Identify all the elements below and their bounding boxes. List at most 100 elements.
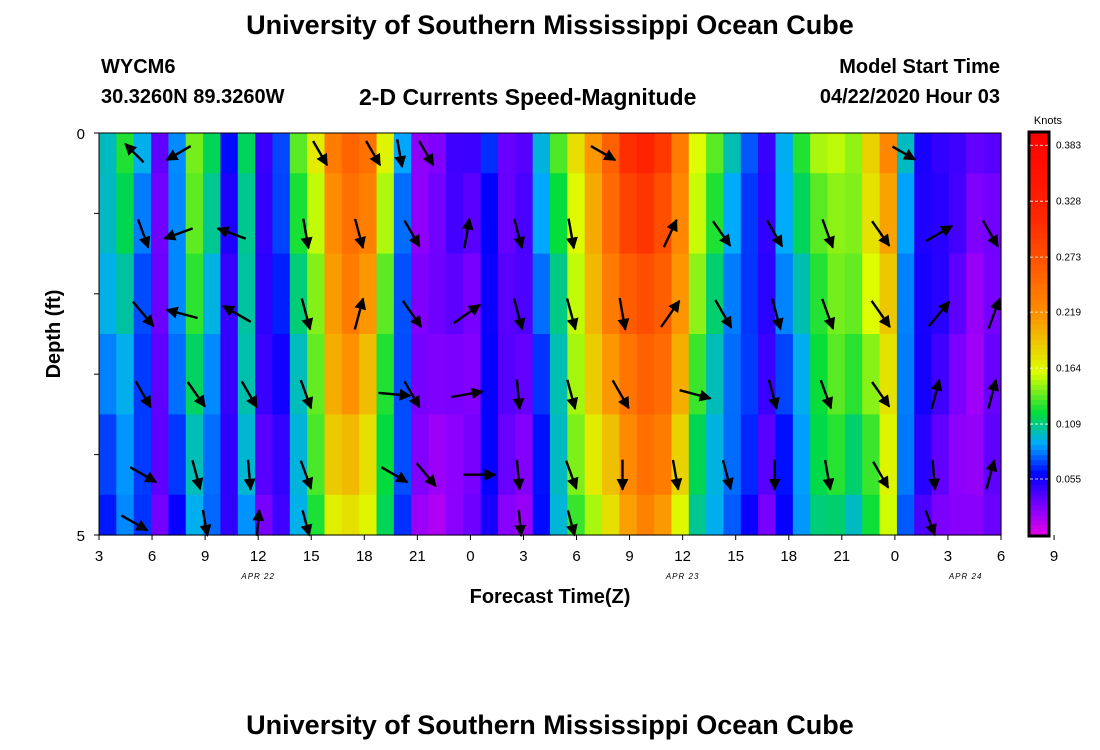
heatmap-cell <box>116 494 135 536</box>
heatmap-cell <box>758 494 777 536</box>
heatmap-cell <box>203 253 222 335</box>
current-vector <box>165 306 198 320</box>
colorbar-segment <box>1030 399 1048 405</box>
heatmap-cell <box>792 334 811 415</box>
heatmap-cell <box>758 173 777 255</box>
heatmap-cell <box>792 173 811 255</box>
current-vector <box>378 388 412 401</box>
heatmap-cell <box>983 133 1002 174</box>
heatmap-cell <box>550 494 568 536</box>
colorbar-segment <box>1030 404 1048 410</box>
current-vector <box>767 379 780 410</box>
current-vector <box>981 219 999 248</box>
heatmap-cell <box>272 173 291 255</box>
heatmap-cell <box>515 253 534 335</box>
colorbar-tick-label: 0.219 <box>1056 308 1081 319</box>
heatmap-cell <box>116 173 135 255</box>
heatmap-cell <box>532 173 551 255</box>
heatmap-cell <box>411 334 430 415</box>
heatmap-cell <box>393 133 412 174</box>
heatmap-cell <box>532 494 551 536</box>
heatmap-cell <box>411 494 430 536</box>
current-vector <box>821 298 836 331</box>
heatmap-cell <box>671 133 690 174</box>
heatmap-cell <box>359 494 378 536</box>
colorbar-segment <box>1030 153 1048 159</box>
heatmap-cell <box>376 173 395 255</box>
colorbar-segment <box>1030 499 1048 506</box>
heatmap-cell <box>602 334 620 415</box>
colorbar-tick-label: 0.273 <box>1056 253 1081 264</box>
current-vector <box>928 459 941 491</box>
heatmap-cell <box>879 133 898 174</box>
heatmap-cell <box>966 133 985 174</box>
heatmap-cell <box>151 253 169 335</box>
heatmap-cell <box>862 494 881 536</box>
heatmap-cell <box>775 494 794 536</box>
current-vector <box>891 145 917 161</box>
x-tick-label: 12 <box>250 548 267 565</box>
heatmap-cell <box>983 253 1002 335</box>
heatmap-cell <box>584 414 603 496</box>
heatmap-cell <box>948 253 967 335</box>
heatmap-cell <box>740 414 759 496</box>
heatmap-cell <box>602 414 620 496</box>
heatmap-cell <box>948 133 967 174</box>
current-vector <box>136 218 151 249</box>
colorbar-segment <box>1030 168 1048 174</box>
current-vector <box>566 379 579 410</box>
heatmap-cell <box>584 173 603 255</box>
current-vector <box>987 378 1000 410</box>
current-vector <box>222 304 252 323</box>
colorbar-segment <box>1030 514 1048 521</box>
current-vector <box>679 389 712 402</box>
heatmap-cell <box>341 133 360 174</box>
current-vector <box>365 140 382 167</box>
heatmap-cell <box>827 253 846 335</box>
heatmap-cell <box>307 133 326 174</box>
heatmap-cell <box>706 133 725 174</box>
heatmap-cell <box>723 253 742 335</box>
current-vector <box>403 380 421 409</box>
heatmap-cell <box>151 334 169 415</box>
colorbar-segment <box>1030 303 1048 310</box>
heatmap-cell <box>914 334 933 415</box>
heatmap-cell <box>775 334 794 415</box>
x-tick-label: 6 <box>148 548 156 565</box>
heatmap-cell <box>671 494 690 536</box>
heatmap-cell <box>203 414 222 496</box>
heatmap-cell <box>220 133 239 174</box>
heatmap-cell <box>983 173 1002 255</box>
current-vector <box>512 298 526 331</box>
heatmap-cell <box>324 334 343 415</box>
colorbar-segment <box>1030 268 1048 275</box>
heatmap-cell <box>463 253 482 335</box>
colorbar-segment <box>1030 233 1048 240</box>
current-vector <box>771 298 784 331</box>
heatmap-cell <box>758 253 777 335</box>
colorbar-segment <box>1030 479 1048 486</box>
heatmap-cell <box>879 253 898 335</box>
chart-title: University of Southern Mississippi Ocean… <box>246 10 854 40</box>
heatmap-cell <box>497 173 516 255</box>
x-tick-label: 12 <box>674 548 691 565</box>
colorbar: 0.383 0.328 0.273 0.219 0.164 0.109 0.055 <box>1027 130 1081 538</box>
current-vector <box>300 218 313 250</box>
heatmap-cell <box>584 494 603 536</box>
colorbar-segment <box>1030 344 1048 350</box>
colorbar-segment <box>1030 489 1048 496</box>
current-vector <box>660 299 681 328</box>
heatmap-cell <box>359 173 378 255</box>
heatmap-cell <box>706 414 725 496</box>
heatmap-cell <box>567 414 586 496</box>
heatmap-cell <box>931 414 950 496</box>
heatmap-cell <box>636 133 655 174</box>
colorbar-segment <box>1030 524 1048 531</box>
current-vector <box>512 379 525 411</box>
heatmap-cell <box>827 173 846 255</box>
heatmap-cell <box>671 173 690 255</box>
heatmap-cell <box>654 173 673 255</box>
current-vector <box>662 218 678 248</box>
heatmap-cell <box>116 253 135 335</box>
colorbar-segment <box>1030 263 1048 270</box>
